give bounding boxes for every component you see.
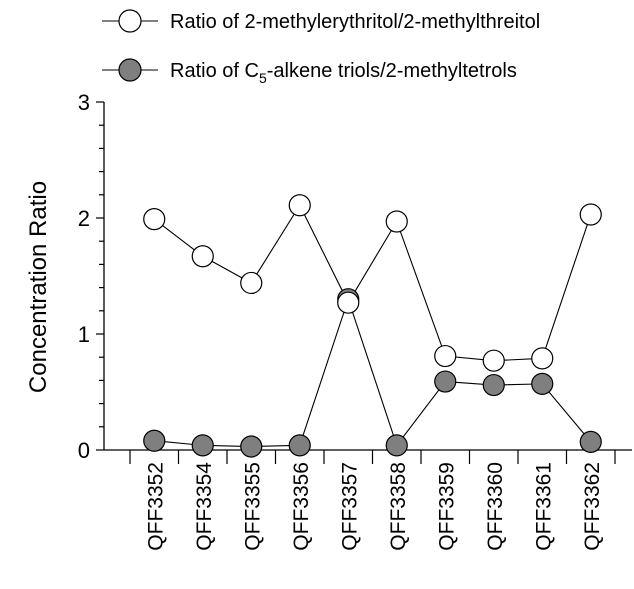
legend: Ratio of 2-methylerythritol/2-methylthre… — [102, 9, 540, 86]
series-1-point — [579, 203, 602, 226]
legend-label-series-2: Ratio of C5-alkene triols/2-methyltetrol… — [170, 60, 517, 86]
x-category-label: QFF3352 — [144, 462, 167, 551]
series-1-point — [337, 291, 360, 314]
legend-label-series-1: Ratio of 2-methylerythritol/2-methylthre… — [170, 11, 540, 33]
legend-label-series-2-suffix: -alkene triols/2-methyltetrols — [267, 60, 517, 82]
y-axis-title: Concentration Ratio — [25, 181, 52, 393]
x-category-label: QFF3360 — [484, 462, 507, 551]
x-category-label: QFF3357 — [338, 462, 361, 551]
legend-marker-series-1 — [118, 9, 142, 33]
series-2-line — [154, 297, 592, 448]
series-1-point — [385, 210, 408, 233]
series-2-point — [240, 435, 263, 458]
legend-label-series-2-prefix: Ratio of C — [170, 60, 259, 82]
axes: 0 1 2 3 QFF3352 QFF3354 QFF3355 QFF3356 QFF3357 Q… — [78, 90, 632, 551]
legend-marker-series-2 — [118, 58, 142, 82]
series-2-point — [143, 429, 166, 452]
x-category-label: QFF3356 — [290, 462, 313, 551]
series-1-point — [434, 344, 457, 368]
series-1-point — [531, 347, 554, 370]
y-tick-label: 3 — [78, 90, 90, 115]
series-2-point — [579, 430, 602, 453]
x-category-label: QFF3355 — [241, 462, 264, 551]
y-tick-label: 2 — [78, 206, 90, 231]
x-category-label: QFF3359 — [435, 462, 458, 551]
series-2-point — [385, 434, 408, 457]
x-category-label: QFF3358 — [387, 462, 410, 551]
series-2-point — [531, 372, 554, 395]
series-1-point — [482, 349, 505, 372]
series-1-point — [240, 271, 263, 295]
legend-item-series-2: Ratio of C5-alkene triols/2-methyltetrol… — [102, 58, 517, 86]
x-category-label: QFF3361 — [532, 462, 555, 551]
y-tick-label: 0 — [78, 438, 90, 463]
x-category-label: QFF3362 — [581, 462, 604, 551]
series-2-point — [288, 434, 311, 457]
series-1-point — [288, 194, 311, 217]
series-lines — [153, 204, 592, 448]
series-1-point — [191, 245, 214, 268]
series-2-point — [482, 373, 505, 397]
x-category-label: QFF3354 — [193, 462, 216, 551]
data-points — [143, 194, 602, 458]
series-2-point — [434, 370, 457, 393]
series-2-point — [191, 434, 214, 457]
legend-item-series-1: Ratio of 2-methylerythritol/2-methylthre… — [102, 9, 540, 33]
legend-label-series-2-subscript: 5 — [259, 70, 267, 86]
series-1-line — [153, 204, 592, 362]
y-tick-label: 1 — [78, 322, 90, 347]
series-1-point — [143, 208, 166, 231]
